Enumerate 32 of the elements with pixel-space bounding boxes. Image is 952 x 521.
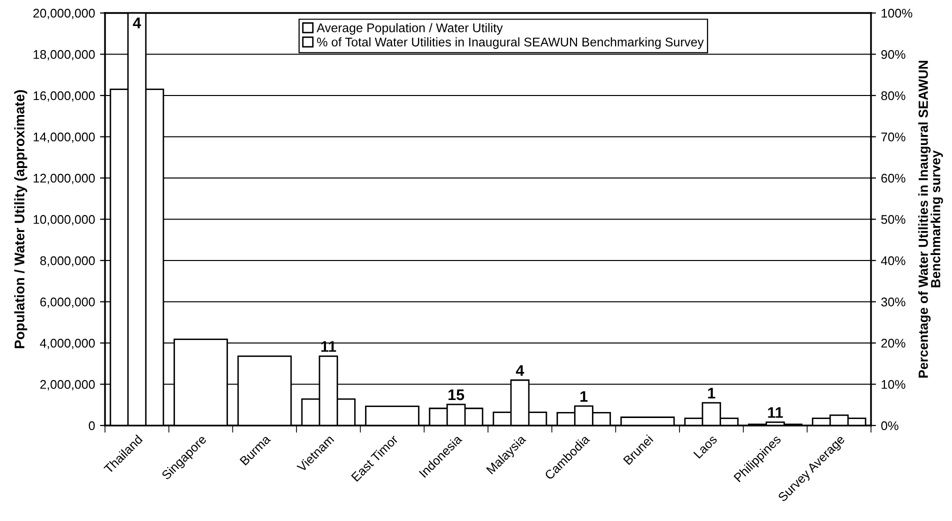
y-tick-label: 20,000,000 — [33, 8, 95, 20]
y2-tick-label: 60% — [881, 174, 906, 183]
y2-tick-label: 100% — [882, 8, 912, 18]
y2-tick-label: 90% — [881, 50, 906, 59]
y-tick-label: 6,000,000 — [40, 298, 95, 308]
y-axis-title: Population / Water Utility (approximate) — [14, 90, 28, 348]
y-tick-label: 14,000,000 — [34, 132, 95, 143]
y2-tick-label: 50% — [881, 215, 906, 224]
y-tick-label: 4,000,000 — [40, 338, 95, 350]
y2-axis-title: Percentage of Water Utilities in Inaugural SEAWUN Benchmarking survey — [918, 60, 943, 378]
legend-label: Average Population / Water Utility — [316, 23, 503, 35]
annotation: 4 — [516, 365, 524, 376]
y2-tick-label: 0% — [881, 421, 898, 430]
y-tick-label: 8,000,000 — [40, 256, 95, 267]
y2-tick-label: 30% — [881, 298, 906, 306]
y2-tick-label: 20% — [881, 338, 906, 348]
y2-tick-label: 80% — [881, 91, 906, 100]
annotation: 11 — [768, 407, 783, 418]
y-tick-label: 18,000,000 — [34, 50, 95, 60]
y-tick-label: 10,000,000 — [34, 215, 95, 226]
y2-tick-label: 70% — [881, 132, 906, 142]
annotation: 15 — [448, 390, 464, 400]
y-tick-label: 0 — [88, 421, 95, 430]
annotation: 1 — [580, 391, 588, 402]
y2-tick-label: 10% — [882, 380, 906, 389]
annotation: 4 — [132, 18, 142, 28]
y-tick-label: 16,000,000 — [34, 91, 95, 102]
y-tick-label: 2,000,000 — [40, 380, 95, 390]
legend-label: % of Total Water Utilities in Inaugural SEAWUN Benchmarking Survey — [317, 37, 704, 49]
y-tick-label: 12,000,000 — [34, 174, 95, 184]
annotation: 1 — [708, 388, 716, 398]
y2-tick-label: 40% — [881, 256, 906, 266]
